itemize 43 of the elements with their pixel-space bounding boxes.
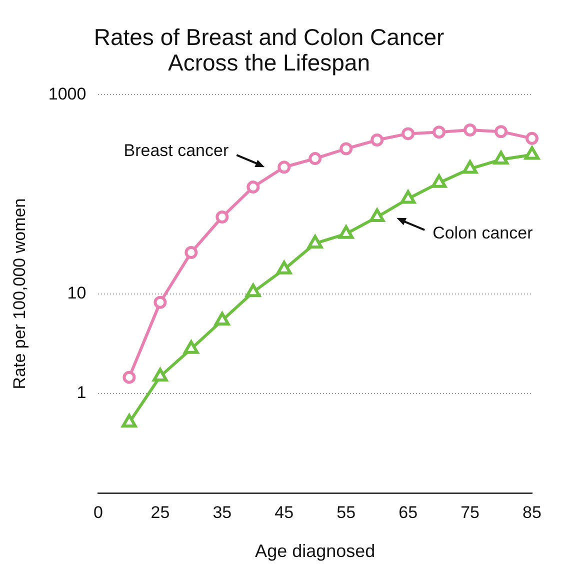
- point: [246, 180, 260, 194]
- annotation: Colon cancer: [432, 224, 534, 243]
- annotation: Breast cancer: [124, 140, 229, 160]
- point: [402, 127, 415, 140]
- point: [524, 146, 540, 160]
- x-tick-label: 0: [93, 502, 103, 522]
- point: [340, 142, 353, 156]
- point: [184, 246, 198, 259]
- point: [276, 260, 292, 274]
- chart-title: Rates of Breast and Colon Cancer Across the Lifespan: [94, 24, 444, 76]
- point: [122, 414, 137, 428]
- point: [432, 126, 446, 139]
- point: [400, 190, 416, 204]
- y-axis-title: Rate per 100,000 women: [10, 198, 29, 390]
- point: [462, 160, 478, 174]
- x-tick-label: 85: [522, 502, 542, 522]
- x-tick-label: 75: [460, 502, 480, 522]
- x-tick-label: 65: [398, 502, 418, 522]
- x-tick-label: 55: [336, 502, 356, 522]
- point: [464, 124, 477, 137]
- point: [278, 160, 291, 174]
- point: [370, 208, 385, 222]
- x-tick-label: 45: [274, 502, 294, 522]
- point: [431, 174, 447, 188]
- point: [154, 296, 167, 309]
- point: [338, 225, 354, 239]
- x-tick-label: 35: [212, 502, 232, 522]
- x-axis-title: Age diagnosed: [255, 541, 376, 562]
- y-tick-label: 1: [76, 383, 86, 402]
- point: [214, 312, 230, 326]
- point: [308, 152, 322, 166]
- point: [494, 125, 508, 138]
- x-tick-label: 25: [150, 502, 170, 522]
- point: [370, 134, 384, 147]
- point: [184, 340, 199, 354]
- y-tick-label: 10: [67, 283, 86, 302]
- point: [526, 132, 538, 145]
- point: [216, 210, 229, 224]
- point: [246, 284, 261, 298]
- y-tick-label: 1000: [48, 84, 86, 104]
- point: [308, 234, 323, 248]
- point: [493, 151, 509, 165]
- point: [152, 368, 168, 382]
